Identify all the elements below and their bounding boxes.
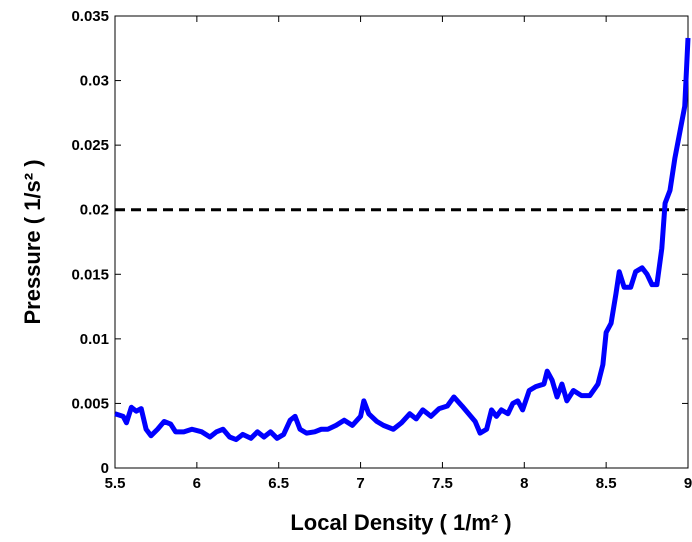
y-axis-label: Pressure ( 1/s² ) xyxy=(20,159,45,324)
x-axis-label: Local Density ( 1/m² ) xyxy=(290,510,511,535)
data-line xyxy=(114,37,691,443)
x-tick-label: 9 xyxy=(684,475,692,492)
x-tick-label: 7.5 xyxy=(432,475,453,492)
x-tick-label: 5.5 xyxy=(105,475,126,492)
y-tick-label: 0.025 xyxy=(71,137,109,154)
x-tick-label: 8 xyxy=(520,475,528,492)
y-tick-label: 0.015 xyxy=(71,266,109,283)
y-tick-label: 0 xyxy=(101,460,109,477)
y-tick-label: 0.005 xyxy=(71,395,109,412)
y-tick-label: 0.01 xyxy=(80,331,109,348)
plot-area xyxy=(114,15,689,469)
x-tick-label: 7 xyxy=(356,475,364,492)
x-tick-label: 6 xyxy=(193,475,201,492)
x-tick-label: 6.5 xyxy=(268,475,289,492)
y-tick-label: 0.03 xyxy=(80,73,109,90)
y-tick-label: 0.02 xyxy=(80,202,109,219)
y-tick-label: 0.035 xyxy=(71,8,109,25)
x-tick-label: 8.5 xyxy=(596,475,617,492)
